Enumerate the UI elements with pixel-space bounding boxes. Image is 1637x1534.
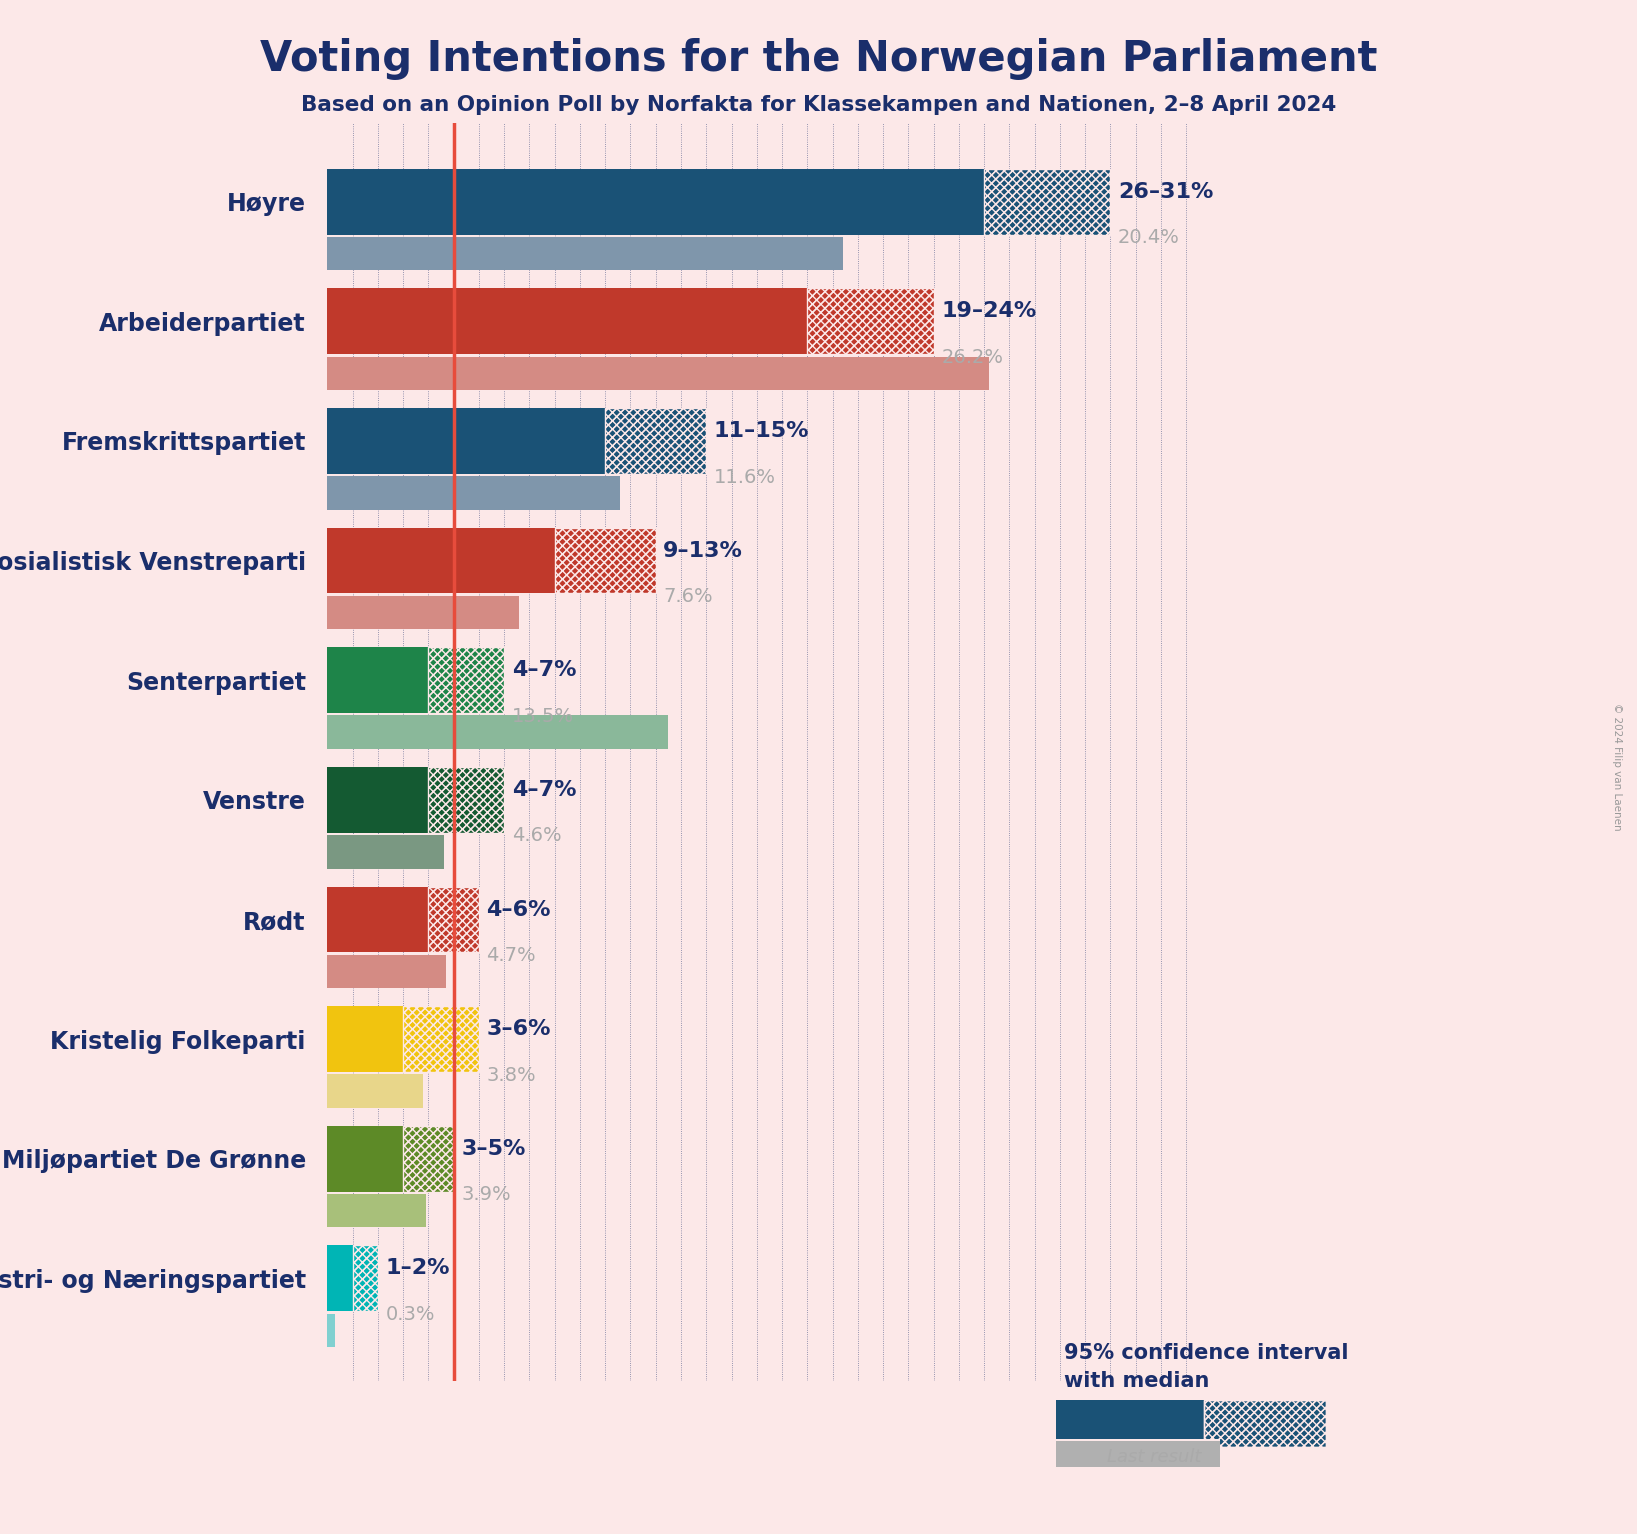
Bar [327,408,606,474]
Bar [403,1126,453,1192]
Bar [327,834,444,868]
Text: 11.6%: 11.6% [714,468,776,486]
Text: 7.6%: 7.6% [663,588,714,606]
Bar [555,528,656,594]
Text: 13.5%: 13.5% [512,707,575,726]
Text: Based on an Opinion Poll by Norfakta for Klassekampen and Nationen, 2–8 April 20: Based on an Opinion Poll by Norfakta for… [301,95,1336,115]
Text: 26.2%: 26.2% [941,348,1003,367]
Text: 3.9%: 3.9% [462,1186,511,1204]
Bar [327,595,519,629]
Bar [429,767,504,833]
Bar [1205,1401,1326,1447]
Bar [327,169,984,235]
Bar [555,528,656,594]
Bar [327,767,429,833]
Bar [429,647,504,713]
Text: with median: with median [1064,1370,1210,1391]
Text: 20.4%: 20.4% [1118,229,1180,247]
Bar [327,1193,426,1227]
Text: 3–6%: 3–6% [486,1019,552,1039]
Bar [403,1006,480,1072]
Text: 4–6%: 4–6% [486,899,552,919]
Text: Last result: Last result [1107,1448,1202,1467]
Bar [403,1006,480,1072]
Bar [1056,1442,1220,1467]
Bar [327,528,555,594]
Bar [807,288,933,354]
Bar [403,1126,453,1192]
Text: 4–7%: 4–7% [512,779,576,799]
Bar [984,169,1110,235]
Bar [606,408,706,474]
Text: © 2024 Filip van Laenen: © 2024 Filip van Laenen [1612,703,1622,831]
Bar [1205,1401,1326,1447]
Bar [984,169,1110,235]
Bar [327,954,447,988]
Text: 1–2%: 1–2% [385,1258,450,1278]
Bar [807,288,933,354]
Bar [327,887,429,953]
Bar [429,767,504,833]
Bar [429,887,480,953]
Text: 3–5%: 3–5% [462,1138,525,1158]
Bar [352,1246,378,1312]
Bar [606,408,706,474]
Bar [429,647,504,713]
Bar [807,288,933,354]
Text: 4–7%: 4–7% [512,660,576,680]
Bar [327,236,843,270]
Text: 19–24%: 19–24% [941,302,1036,322]
Bar [327,1006,403,1072]
Bar [429,887,480,953]
Bar [327,1246,352,1312]
Bar [1205,1401,1326,1447]
Bar [429,647,504,713]
Bar [327,647,429,713]
Text: 3.8%: 3.8% [486,1066,537,1085]
Bar [327,476,620,509]
Bar [352,1246,378,1312]
Text: 4.7%: 4.7% [486,946,537,965]
Bar [429,767,504,833]
Bar [403,1006,480,1072]
Bar [327,1126,403,1192]
Text: 4.6%: 4.6% [512,827,561,845]
Text: 0.3%: 0.3% [385,1305,435,1324]
Bar [1056,1401,1205,1447]
Text: 26–31%: 26–31% [1118,183,1213,202]
Bar [352,1246,378,1312]
Text: 11–15%: 11–15% [714,420,809,442]
Text: Voting Intentions for the Norwegian Parliament: Voting Intentions for the Norwegian Parl… [260,38,1377,80]
Bar [403,1126,453,1192]
Bar [327,715,668,749]
Bar [327,1074,424,1108]
Text: 95% confidence interval: 95% confidence interval [1064,1342,1349,1364]
Bar [327,1313,336,1347]
Bar [984,169,1110,235]
Bar [555,528,656,594]
Bar [429,887,480,953]
Bar [327,288,807,354]
Text: 9–13%: 9–13% [663,540,743,561]
Bar [606,408,706,474]
Bar [327,356,989,390]
